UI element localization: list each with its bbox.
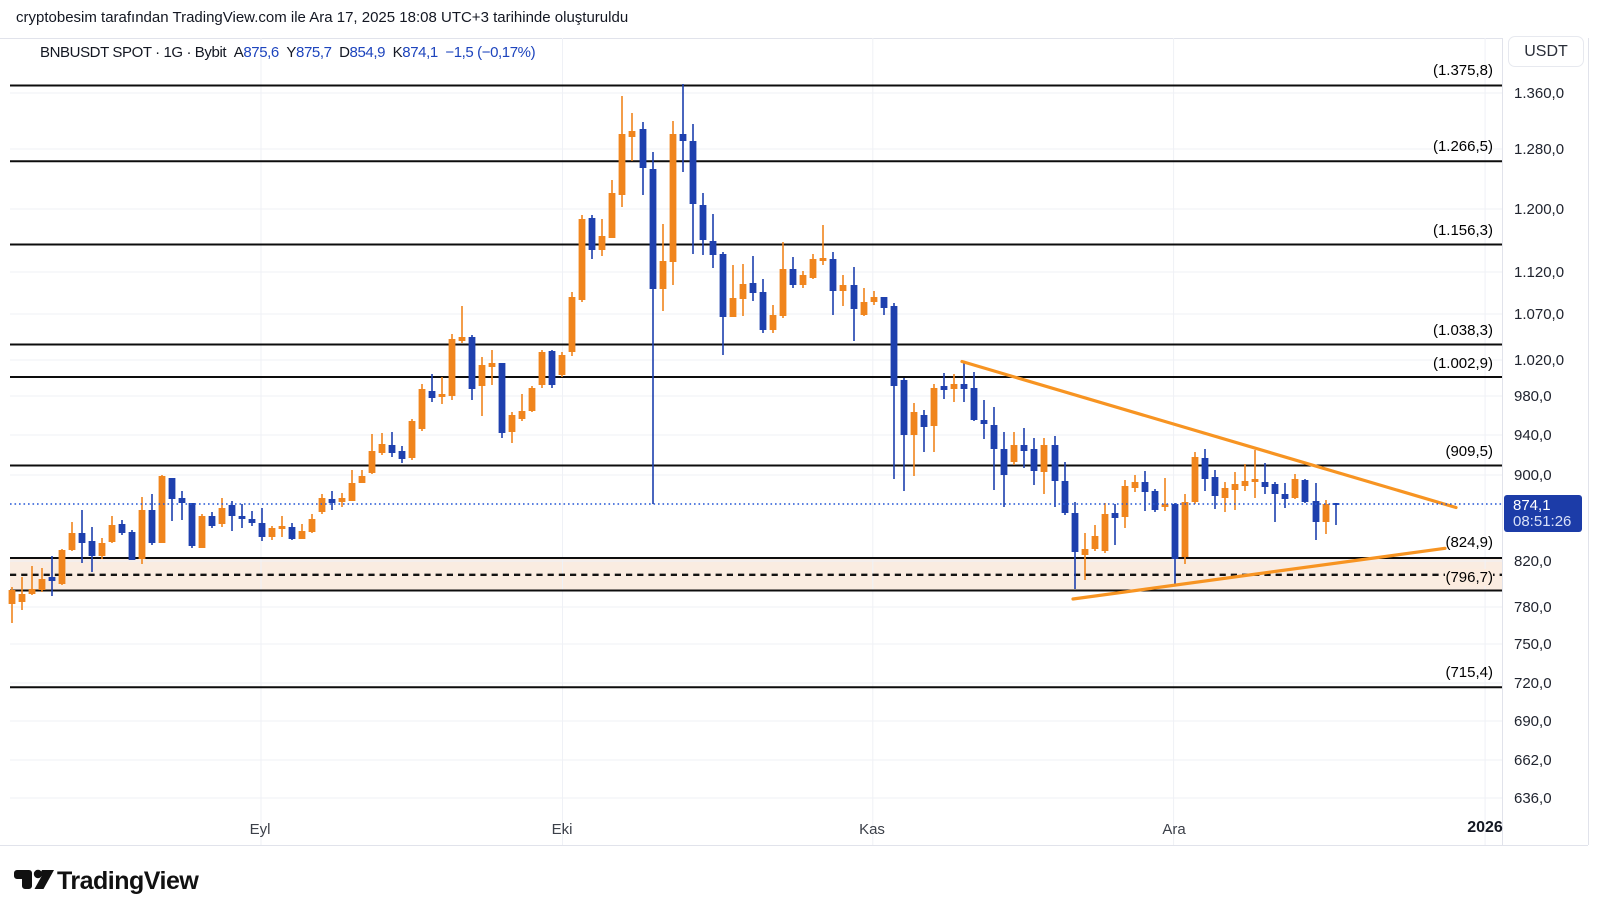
svg-text:TradingView: TradingView (57, 867, 199, 895)
